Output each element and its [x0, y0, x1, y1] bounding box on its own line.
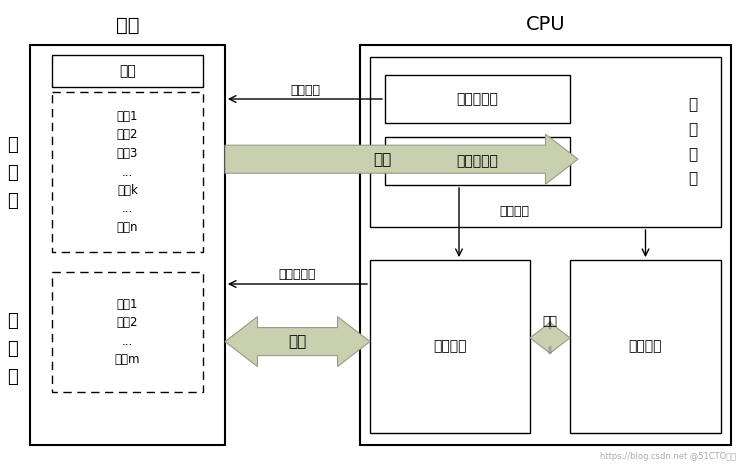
- Text: 运算单元: 运算单元: [629, 340, 662, 354]
- Bar: [52, 55, 203, 87]
- Text: 指令1
指令2
指令3
...
指令k
...
指令n: 指令1 指令2 指令3 ... 指令k ... 指令n: [117, 110, 139, 234]
- Text: 数
据
段: 数 据 段: [7, 312, 17, 386]
- Text: 指令计数器: 指令计数器: [456, 92, 499, 106]
- Bar: [370, 57, 721, 227]
- Polygon shape: [225, 134, 578, 184]
- Text: 代
码
段: 代 码 段: [7, 136, 17, 210]
- Bar: [385, 75, 570, 123]
- Bar: [370, 260, 530, 433]
- Text: 数据: 数据: [542, 315, 557, 329]
- Polygon shape: [530, 322, 570, 354]
- Text: 存储单元: 存储单元: [433, 340, 467, 354]
- Bar: [385, 137, 570, 185]
- Bar: [52, 92, 203, 252]
- Text: https://blog.csdn.net @51CTO博客: https://blog.csdn.net @51CTO博客: [599, 452, 736, 461]
- Text: 数据1
数据2
...
数据m: 数据1 数据2 ... 数据m: [115, 298, 140, 366]
- Text: CPU: CPU: [525, 15, 565, 34]
- Bar: [360, 45, 731, 445]
- Bar: [570, 260, 721, 433]
- Bar: [52, 272, 203, 392]
- Text: 数据: 数据: [288, 334, 307, 349]
- Text: 控
制
单
元: 控 制 单 元: [688, 97, 697, 186]
- Text: 指令: 指令: [373, 152, 392, 167]
- Text: 控制指令: 控制指令: [499, 205, 530, 218]
- Bar: [30, 45, 225, 445]
- Polygon shape: [225, 316, 370, 367]
- Text: 进程: 进程: [119, 64, 136, 78]
- Text: 指令寄存器: 指令寄存器: [456, 154, 499, 168]
- Text: 内存: 内存: [116, 15, 139, 34]
- Text: 指令地址: 指令地址: [290, 83, 320, 96]
- Text: 操作数地址: 操作数地址: [279, 268, 316, 281]
